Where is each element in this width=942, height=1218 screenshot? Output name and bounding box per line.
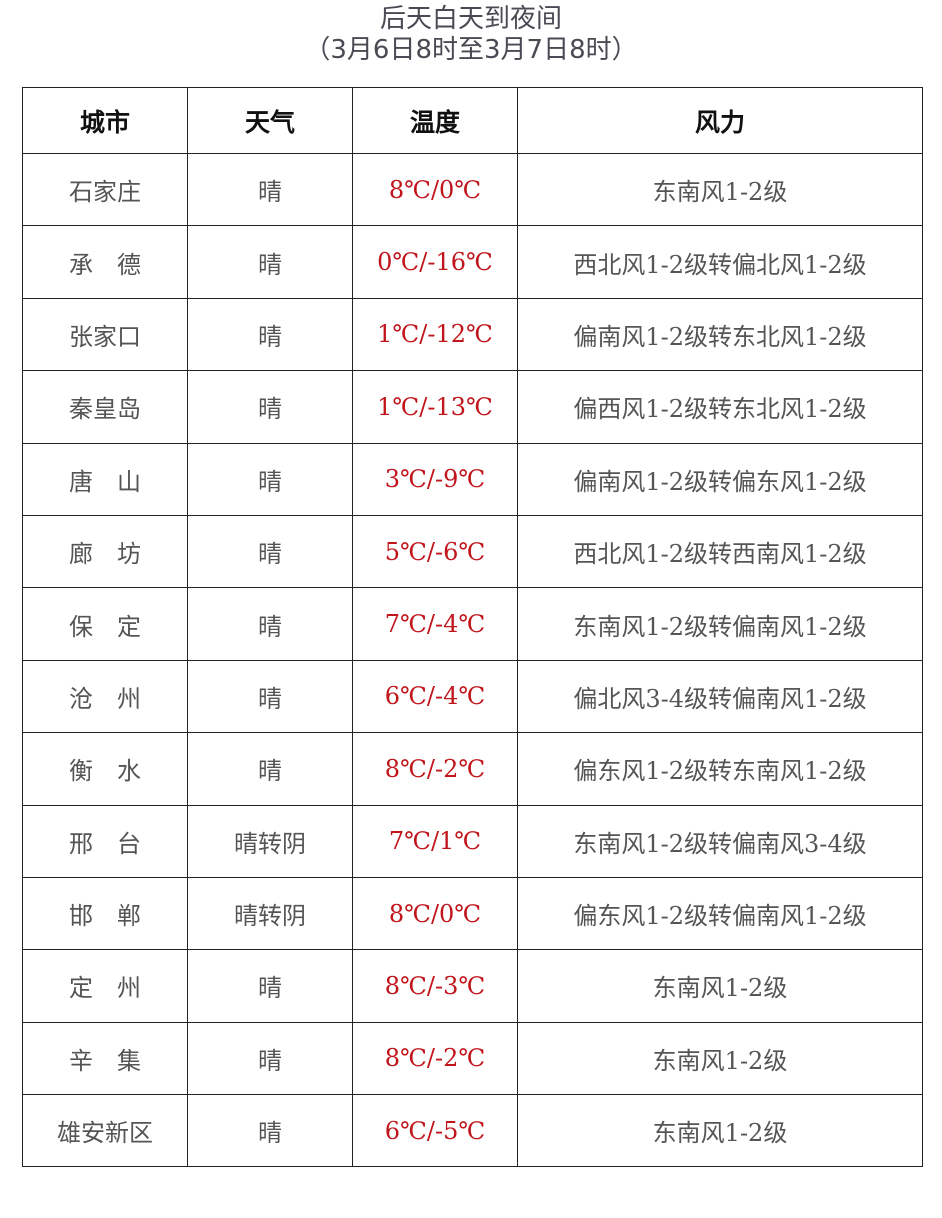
table-row: 承 德晴 0℃/-16℃ 西北风1-2级转偏北风1-2级 — [22, 225, 923, 299]
weather-cell: 晴 — [187, 152, 353, 227]
weather-cell: 晴 — [187, 659, 353, 734]
temperature-cell: 5℃/-6℃ — [352, 514, 518, 589]
weather-cell: 晴 — [187, 225, 353, 299]
wind-cell: 偏北风3-4级转偏南风1-2级 — [517, 659, 923, 734]
wind-cell: 东南风1-2级转偏南风1-2级 — [517, 587, 923, 661]
wind-cell: 东南风1-2级 — [517, 152, 923, 227]
table-header-row: 城市 天气 温度 风力 — [22, 87, 923, 154]
wind-cell: 东南风1-2级 — [517, 949, 923, 1023]
weather-cell: 晴 — [187, 949, 353, 1023]
table-row: 邯 郸晴转阴 8℃/0℃ 偏东风1-2级转偏南风1-2级 — [22, 876, 923, 951]
table-row: 定 州晴 8℃/-3℃ 东南风1-2级 — [22, 949, 923, 1023]
city-cell: 雄安新区 — [22, 1094, 188, 1168]
wind-cell: 偏东风1-2级转东南风1-2级 — [517, 732, 923, 806]
temperature-cell: 6℃/-4℃ — [352, 659, 518, 734]
table-row: 衡 水晴 8℃/-2℃ 偏东风1-2级转东南风1-2级 — [22, 732, 923, 806]
temperature-cell: 1℃/-12℃ — [352, 297, 518, 372]
temperature-cell: 6℃/-5℃ — [352, 1094, 518, 1168]
city-cell: 邢 台 — [22, 804, 188, 878]
temperature-cell: 1℃/-13℃ — [352, 370, 518, 444]
temperature-cell: 8℃/0℃ — [352, 876, 518, 951]
weather-table: 城市 天气 温度 风力 石家庄晴 8℃/0℃ 东南风1-2级承 德晴 0℃/-16℃ 西… — [22, 87, 923, 1168]
wind-cell: 东南风1-2级 — [517, 1094, 923, 1168]
wind-cell: 偏东风1-2级转偏南风1-2级 — [517, 876, 923, 951]
temperature-cell: 7℃/1℃ — [352, 804, 518, 878]
city-cell: 保 定 — [22, 587, 188, 661]
table-row: 秦皇岛晴 1℃/-13℃ 偏西风1-2级转东北风1-2级 — [22, 370, 923, 444]
wind-cell: 东南风1-2级转偏南风3-4级 — [517, 804, 923, 878]
city-cell: 定 州 — [22, 949, 188, 1023]
wind-cell: 偏南风1-2级转东北风1-2级 — [517, 297, 923, 372]
header-temperature: 温度 — [352, 87, 518, 154]
table-row: 雄安新区晴 6℃/-5℃ 东南风1-2级 — [22, 1094, 923, 1168]
weather-cell: 晴 — [187, 732, 353, 806]
table-row: 石家庄晴 8℃/0℃ 东南风1-2级 — [22, 152, 923, 227]
city-cell: 张家口 — [22, 297, 188, 372]
wind-cell: 西北风1-2级转西南风1-2级 — [517, 514, 923, 589]
wind-cell: 东南风1-2级 — [517, 1021, 923, 1096]
temperature-cell: 8℃/0℃ — [352, 152, 518, 227]
weather-cell: 晴 — [187, 370, 353, 444]
temperature-cell: 0℃/-16℃ — [352, 225, 518, 299]
wind-cell: 西北风1-2级转偏北风1-2级 — [517, 225, 923, 299]
table-row: 沧 州晴 6℃/-4℃ 偏北风3-4级转偏南风1-2级 — [22, 659, 923, 734]
weather-cell: 晴 — [187, 514, 353, 589]
temperature-cell: 3℃/-9℃ — [352, 442, 518, 516]
page-title: 后天白天到夜间 — [379, 4, 562, 34]
table-row: 张家口晴 1℃/-12℃ 偏南风1-2级转东北风1-2级 — [22, 297, 923, 372]
header-wind: 风力 — [517, 87, 923, 154]
city-cell: 石家庄 — [22, 152, 188, 227]
table-row: 唐 山晴 3℃/-9℃ 偏南风1-2级转偏东风1-2级 — [22, 442, 923, 516]
weather-cell: 晴 — [187, 1021, 353, 1096]
weather-cell: 晴转阴 — [187, 876, 353, 951]
city-cell: 秦皇岛 — [22, 370, 188, 444]
weather-cell: 晴 — [187, 442, 353, 516]
city-cell: 衡 水 — [22, 732, 188, 806]
weather-cell: 晴 — [187, 297, 353, 372]
wind-cell: 偏南风1-2级转偏东风1-2级 — [517, 442, 923, 516]
weather-cell: 晴 — [187, 1094, 353, 1168]
weather-cell: 晴转阴 — [187, 804, 353, 878]
weather-cell: 晴 — [187, 587, 353, 661]
city-cell: 承 德 — [22, 225, 188, 299]
temperature-cell: 8℃/-2℃ — [352, 1021, 518, 1096]
table-row: 邢 台晴转阴 7℃/1℃ 东南风1-2级转偏南风3-4级 — [22, 804, 923, 878]
temperature-cell: 7℃/-4℃ — [352, 587, 518, 661]
city-cell: 廊 坊 — [22, 514, 188, 589]
header-weather: 天气 — [187, 87, 353, 154]
temperature-cell: 8℃/-2℃ — [352, 732, 518, 806]
table-row: 保 定晴 7℃/-4℃ 东南风1-2级转偏南风1-2级 — [22, 587, 923, 661]
city-cell: 沧 州 — [22, 659, 188, 734]
temperature-cell: 8℃/-3℃ — [352, 949, 518, 1023]
header-city: 城市 — [22, 87, 188, 154]
table-row: 廊 坊晴 5℃/-6℃ 西北风1-2级转西南风1-2级 — [22, 514, 923, 589]
city-cell: 唐 山 — [22, 442, 188, 516]
city-cell: 辛 集 — [22, 1021, 188, 1096]
city-cell: 邯 郸 — [22, 876, 188, 951]
wind-cell: 偏西风1-2级转东北风1-2级 — [517, 370, 923, 444]
page-subtitle: （3月6日8时至3月7日8时） — [304, 35, 638, 65]
table-row: 辛 集晴 8℃/-2℃ 东南风1-2级 — [22, 1021, 923, 1096]
